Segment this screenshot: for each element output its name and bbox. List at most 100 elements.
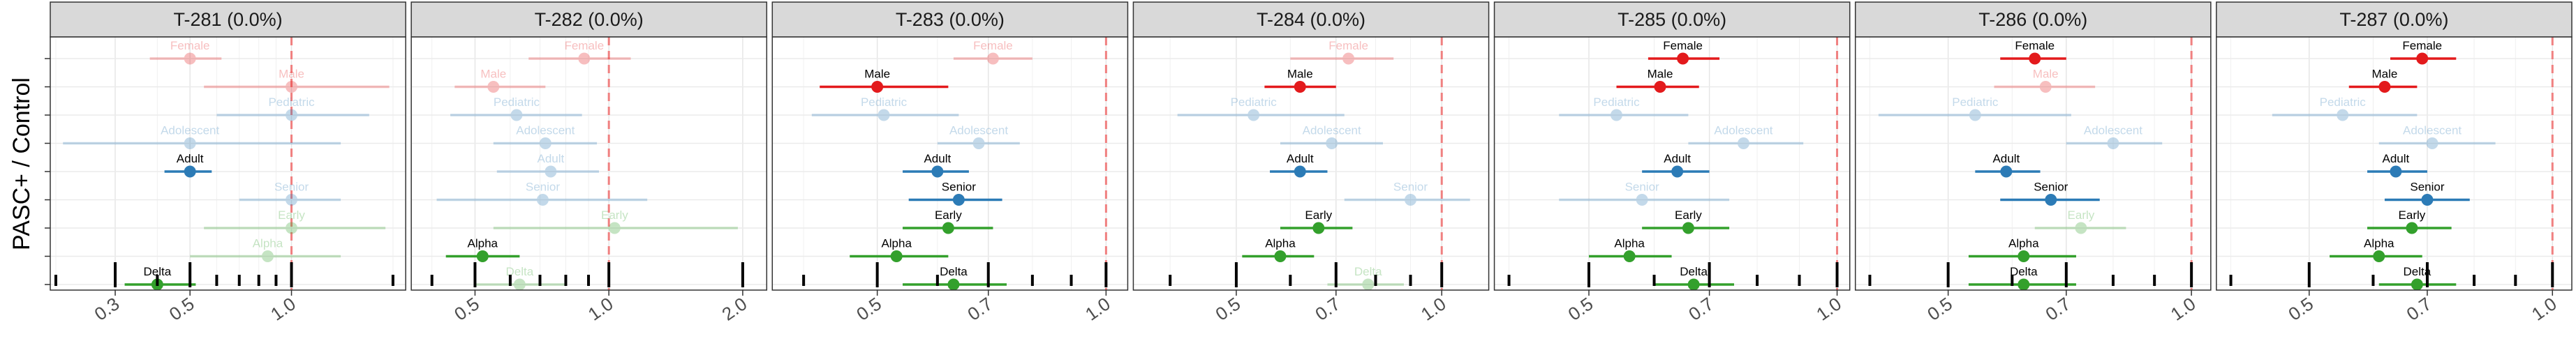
- estimate-male: Male: [204, 68, 390, 93]
- point-estimate: [1294, 81, 1306, 93]
- x-tick-label: 2.0: [718, 293, 751, 324]
- point-label: Senior: [942, 181, 976, 194]
- point-estimate: [286, 81, 298, 93]
- point-estimate: [2390, 165, 2402, 178]
- estimate-pediatric: Pediatric: [2272, 96, 2418, 121]
- point-label: Adult: [1992, 152, 2020, 165]
- panel-strip: [771, 1, 1129, 38]
- point-label: Pediatric: [1593, 96, 1640, 109]
- point-label: Early: [2399, 209, 2426, 222]
- panel-border: [1132, 36, 1490, 291]
- estimate-alpha: Alpha: [850, 237, 949, 262]
- estimate-pediatric: Pediatric: [1878, 96, 2071, 121]
- point-label: Senior: [2410, 181, 2444, 194]
- point-estimate: [513, 278, 526, 290]
- y-axis-ticks: [45, 58, 50, 285]
- point-estimate: [184, 137, 196, 149]
- x-tick-label: 0.5: [1564, 293, 1597, 324]
- point-estimate: [890, 250, 903, 262]
- point-estimate: [2373, 250, 2385, 262]
- estimate-delta: Delta: [124, 265, 196, 290]
- panel-t-284-0-0: T-284 (0.0%) Female Male Pediatric Adolescen…: [1132, 1, 1490, 325]
- point-estimate: [952, 194, 965, 206]
- point-estimate: [2416, 52, 2429, 65]
- x-tick-label: 0.7: [2403, 293, 2436, 324]
- point-estimate: [2000, 165, 2013, 178]
- estimate-senior: Senior: [436, 181, 648, 206]
- point-label: Female: [2402, 39, 2442, 52]
- estimate-adolescent: Adolescent: [2066, 124, 2163, 149]
- estimate-female: Female: [149, 39, 222, 65]
- point-estimate: [1610, 109, 1622, 121]
- estimate-female: Female: [1290, 39, 1394, 65]
- point-estimate: [1294, 165, 1306, 178]
- point-estimate: [2406, 222, 2418, 234]
- point-label: Senior: [2034, 181, 2068, 194]
- point-label: Adolescent: [2403, 124, 2462, 137]
- estimate-adolescent: Adolescent: [493, 124, 598, 149]
- point-estimate: [536, 194, 549, 206]
- panel-t-283-0-0: T-283 (0.0%) Female Male Pediatric Adolescen…: [771, 1, 1129, 325]
- point-estimate: [286, 222, 298, 234]
- point-estimate: [1654, 81, 1666, 93]
- estimate-pediatric: Pediatric: [1559, 96, 1689, 121]
- point-estimate: [1248, 109, 1260, 121]
- point-label: Pediatric: [861, 96, 908, 109]
- estimate-male: Male: [1994, 68, 2096, 93]
- plot-area: Female Male Pediatric Adolescent Adult Senior…: [1133, 37, 1489, 290]
- panel-border: [50, 36, 406, 291]
- point-estimate: [2029, 52, 2041, 65]
- x-tick-label: 0.3: [91, 293, 124, 324]
- point-label: Female: [1663, 39, 1703, 52]
- point-estimate: [871, 81, 884, 93]
- plot-background: [1494, 37, 1850, 290]
- plot-area: Female Male Pediatric Adolescent Adult Senior…: [2216, 37, 2572, 290]
- point-label: Alpha: [1614, 237, 1645, 250]
- estimate-senior: Senior: [239, 181, 341, 206]
- point-estimate: [878, 109, 890, 121]
- estimate-early: Early: [493, 209, 738, 234]
- x-tick-label: 1.0: [2167, 293, 2200, 324]
- estimate-adolescent: Adolescent: [1688, 124, 1804, 149]
- x-tick-label: 1.0: [267, 293, 299, 324]
- x-tick-label: 1.0: [1812, 293, 1845, 324]
- point-label: Male: [864, 68, 890, 81]
- estimate-female: Female: [1648, 39, 1720, 65]
- point-label: Delta: [1354, 265, 1382, 278]
- estimate-female: Female: [2390, 39, 2457, 65]
- estimate-early: Early: [1642, 209, 1730, 234]
- estimate-early: Early: [1280, 209, 1353, 234]
- estimate-female: Female: [2000, 39, 2066, 65]
- point-estimate: [545, 165, 557, 178]
- point-label: Male: [2033, 68, 2059, 81]
- point-estimate: [1969, 109, 1981, 121]
- estimate-adolescent: Adolescent: [1280, 124, 1383, 149]
- point-label: Female: [564, 39, 604, 52]
- estimate-female: Female: [528, 39, 631, 65]
- point-estimate: [184, 52, 196, 65]
- x-tick-label: 0.5: [2284, 293, 2317, 324]
- point-estimate: [1404, 194, 1416, 206]
- point-label: Female: [1328, 39, 1368, 52]
- plot-background: [1133, 37, 1489, 290]
- estimate-adult: Adult: [164, 152, 212, 178]
- point-label: Adult: [1664, 152, 1691, 165]
- estimate-alpha: Alpha: [190, 237, 341, 262]
- point-estimate: [1342, 52, 1355, 65]
- estimate-delta: Delta: [2378, 265, 2457, 290]
- estimate-pediatric: Pediatric: [216, 96, 369, 121]
- point-label: Delta: [144, 265, 172, 278]
- point-label: Early: [2068, 209, 2095, 222]
- panel-title: T-284 (0.0%): [1257, 9, 1365, 30]
- point-estimate: [931, 165, 944, 178]
- x-tick-label: 1.0: [1417, 293, 1450, 324]
- point-estimate: [2426, 137, 2438, 149]
- estimate-male: Male: [820, 68, 949, 93]
- point-estimate: [2045, 194, 2057, 206]
- estimate-adolescent: Adolescent: [2378, 124, 2496, 149]
- point-label: Female: [973, 39, 1013, 52]
- point-estimate: [1362, 278, 1375, 290]
- point-label: Adolescent: [1303, 124, 1361, 137]
- x-tick-label: 0.5: [165, 293, 198, 324]
